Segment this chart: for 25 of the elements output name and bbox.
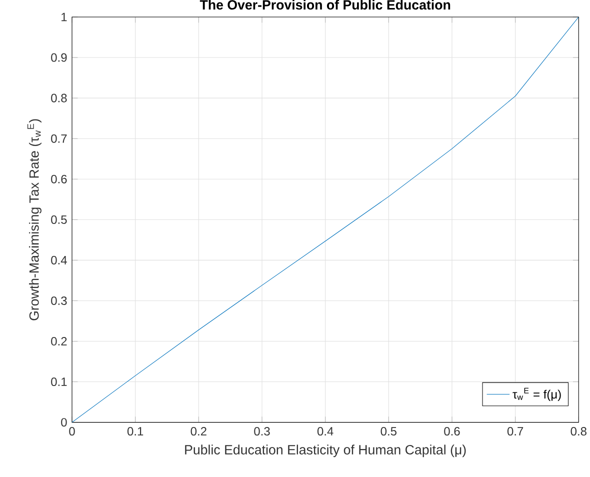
x-tick-label: 0.6 (444, 427, 460, 436)
y-tick-label: 0.8 (51, 94, 67, 102)
x-tick-label: 0.7 (507, 427, 524, 436)
x-tick-label: 0.2 (190, 427, 206, 436)
y-tick-label: 0.6 (51, 174, 67, 184)
x-tick-label: 0.4 (317, 427, 334, 436)
line-series (72, 16, 579, 422)
x-tick-label: 0.3 (254, 427, 270, 436)
x-tick-label: 0.5 (380, 427, 396, 436)
y-tick-label: 0.2 (51, 337, 67, 346)
y-tick-label: 0.9 (51, 53, 67, 62)
y-tick-label: 0.7 (51, 134, 67, 143)
x-tick-label: 0.1 (127, 427, 144, 436)
x-axis-title: Public Education Elasticity of Human Capital (μ) (185, 444, 466, 458)
y-tick-label: 1 (62, 12, 67, 22)
y-tick-label: 0 (61, 418, 67, 427)
legend-label: τ$_{w}$$^{E}$ = f(μ) (512, 388, 561, 401)
y-tick-label: 0.1 (51, 378, 67, 386)
y-tick-label: 0.5 (51, 215, 67, 224)
chart-title: The Over-Provision of Public Education (200, 0, 450, 10)
x-tick-label: 0.8 (570, 427, 586, 436)
y-tick-label: 0.3 (51, 296, 67, 305)
x-tick-label: 0 (69, 427, 75, 436)
y-axis-title: Growth-Maximising Tax Rate (τ$_{w}$$^{E}$) (27, 119, 42, 320)
y-tick-label: 0.4 (51, 256, 67, 264)
